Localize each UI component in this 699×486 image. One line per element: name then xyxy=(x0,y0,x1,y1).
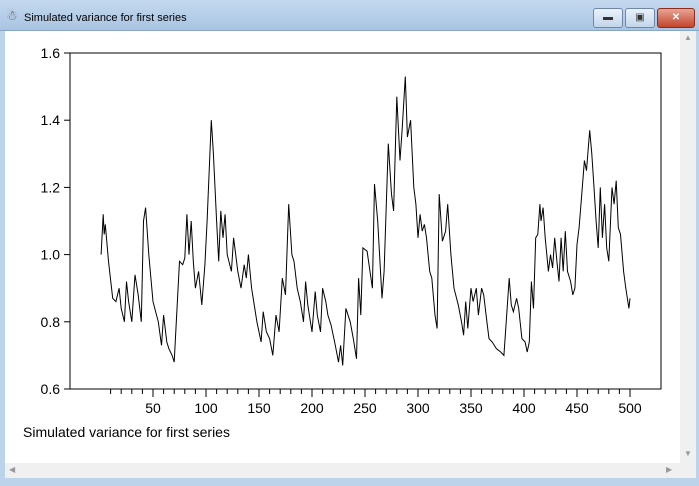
x-tick-label: 50 xyxy=(145,400,161,416)
x-tick-label: 300 xyxy=(406,400,430,416)
scroll-down-icon[interactable]: ▼ xyxy=(684,449,692,458)
scroll-up-icon[interactable]: ▲ xyxy=(684,33,692,42)
close-icon: ✕ xyxy=(671,12,681,23)
scroll-left-icon[interactable]: ◀ xyxy=(9,465,16,474)
minimize-icon: ▬ xyxy=(603,12,613,23)
x-tick-label: 350 xyxy=(459,400,483,416)
y-tick-label: 0.6 xyxy=(41,381,61,397)
resize-grip[interactable] xyxy=(680,463,696,478)
y-tick-label: 1.2 xyxy=(41,179,61,195)
series-line xyxy=(100,76,631,366)
window-title: Simulated variance for first series xyxy=(24,12,187,24)
x-axis-label: Simulated variance for first series xyxy=(23,424,230,440)
x-tick-label: 250 xyxy=(353,400,377,416)
app-icon: ☃ xyxy=(6,8,18,23)
y-tick-label: 0.8 xyxy=(41,314,61,330)
x-tick-label: 100 xyxy=(194,400,218,416)
x-tick-label: 450 xyxy=(565,400,589,416)
plot-frame xyxy=(69,52,662,390)
minimize-button[interactable]: ▬ xyxy=(593,8,623,28)
x-tick-label: 200 xyxy=(300,400,324,416)
plot-area-container xyxy=(5,31,680,463)
maximize-button[interactable]: ▣ xyxy=(625,8,655,28)
vertical-scrollbar[interactable]: ▲ ▼ xyxy=(680,31,696,463)
x-tick-label: 500 xyxy=(618,400,642,416)
x-tick-label: 150 xyxy=(247,400,271,416)
close-button[interactable]: ✕ xyxy=(657,8,695,28)
y-tick-label: 1.6 xyxy=(41,45,61,61)
y-tick-label: 1.0 xyxy=(41,247,61,263)
y-tick-label: 1.4 xyxy=(41,112,61,128)
horizontal-scrollbar[interactable]: ◀ ▶ xyxy=(5,463,680,478)
title-bar: ☃ Simulated variance for first series ▬ … xyxy=(0,0,699,31)
x-tick-label: 400 xyxy=(512,400,536,416)
maximize-icon: ▣ xyxy=(635,12,645,23)
scroll-right-icon[interactable]: ▶ xyxy=(666,465,673,474)
